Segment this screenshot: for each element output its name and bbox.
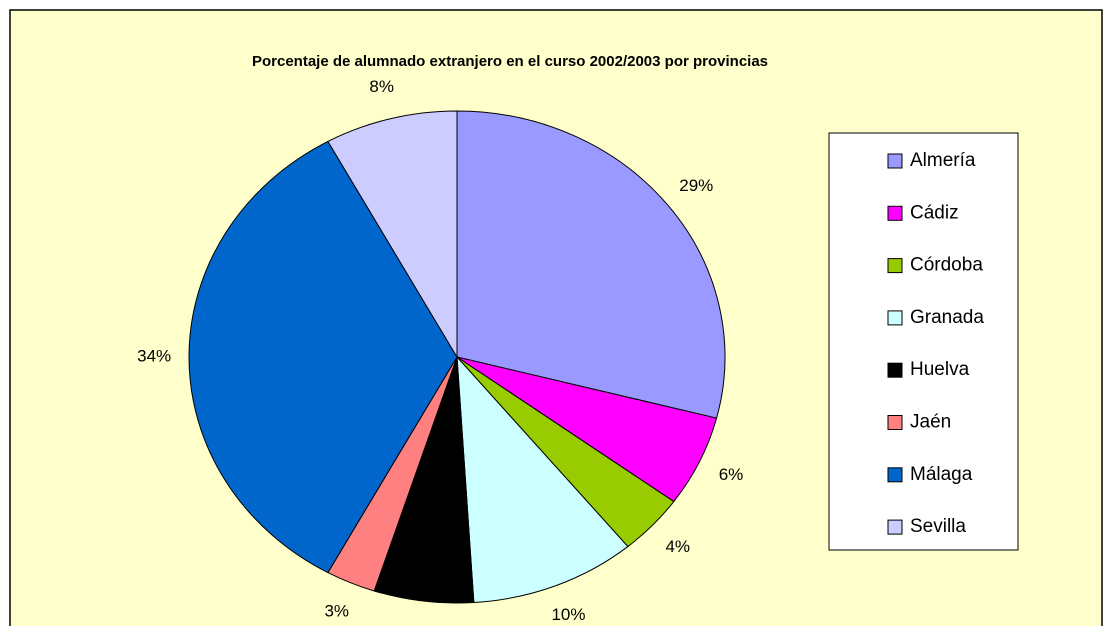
legend-swatch <box>887 310 903 326</box>
legend-label: Sevilla <box>910 516 966 537</box>
data-label: 6% <box>719 465 744 484</box>
legend-swatch <box>887 258 903 274</box>
legend-label: Málaga <box>910 464 973 485</box>
legend-label: Córdoba <box>910 255 983 276</box>
legend-swatch <box>887 205 903 221</box>
pie-slice <box>456 355 629 604</box>
data-label: 3% <box>324 602 349 621</box>
data-label: 4% <box>665 537 690 556</box>
pie-slice <box>327 110 458 359</box>
data-label: 34% <box>137 346 171 365</box>
legend-swatch <box>887 415 903 430</box>
chart-title: Porcentaje de alumnado extranjero en el … <box>252 53 768 70</box>
legend-swatch <box>887 362 903 378</box>
legend-swatch <box>887 153 903 169</box>
data-label: 6% <box>407 622 432 626</box>
data-label: 8% <box>369 77 394 96</box>
legend-swatch <box>887 519 903 535</box>
pie-slice <box>456 110 726 419</box>
pie-slice <box>188 140 458 574</box>
legend-box <box>828 132 1019 551</box>
legend-label: Cádiz <box>910 202 959 223</box>
legend-label: Huelva <box>910 359 970 380</box>
legend-label: Granada <box>910 307 984 328</box>
legend-label: Almería <box>910 150 976 171</box>
data-label: 29% <box>679 176 713 195</box>
legend-label: Jaén <box>910 412 951 433</box>
data-label: 10% <box>551 605 585 624</box>
legend-swatch <box>887 467 903 483</box>
